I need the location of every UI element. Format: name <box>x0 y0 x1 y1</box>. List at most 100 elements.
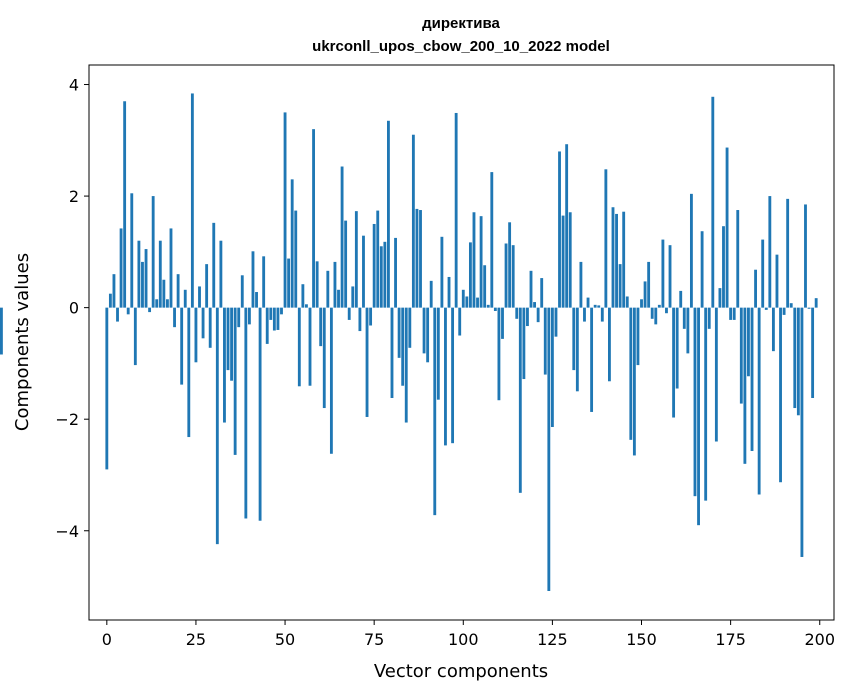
x-tick-label: 100 <box>448 630 479 649</box>
bar-61 <box>322 307 326 409</box>
bar-181 <box>750 307 754 451</box>
bar-149 <box>636 307 640 366</box>
bar-118 <box>526 307 529 327</box>
bar-39 <box>244 307 248 519</box>
bar-7 <box>130 193 134 308</box>
bar-135 <box>586 297 590 308</box>
bar-75 <box>372 223 376 308</box>
x-tick-label: 125 <box>537 630 568 649</box>
bar-65 <box>337 289 340 308</box>
bar-196 <box>804 204 807 308</box>
bar-37 <box>237 307 241 328</box>
bar-163 <box>686 307 690 354</box>
y-axis-ticks: 4 2 0 −2 −4 <box>55 76 89 541</box>
bar-49 <box>280 307 283 315</box>
y-axis-label: Components values <box>12 253 33 431</box>
x-tick-label: 50 <box>275 630 295 649</box>
bar-4 <box>119 228 123 308</box>
bar-19 <box>173 307 176 328</box>
bar-102 <box>468 242 472 308</box>
bar-55 <box>301 284 305 308</box>
bar-161 <box>679 290 683 308</box>
bar-50 <box>283 112 287 308</box>
bar-83 <box>401 307 405 386</box>
bar-109 <box>493 307 497 311</box>
bar-66 <box>340 166 344 308</box>
bar-27 <box>201 307 205 339</box>
bar-96 <box>447 276 451 308</box>
bar-10 <box>141 261 144 308</box>
bar-157 <box>665 307 668 314</box>
y-tick-label: −2 <box>55 410 79 429</box>
bar-184 <box>761 239 765 308</box>
bar-106 <box>483 265 487 308</box>
bar-174 <box>725 147 729 308</box>
bar-94 <box>440 236 444 308</box>
bar-54 <box>297 307 301 387</box>
bar-173 <box>722 226 725 308</box>
bar-41 <box>251 251 255 308</box>
bar-165 <box>693 307 697 497</box>
bar-95 <box>444 307 447 446</box>
bar-191 <box>786 198 790 308</box>
bar-182 <box>754 269 757 308</box>
bar-93 <box>436 307 440 400</box>
x-tick-label: 0 <box>102 630 112 649</box>
bar-34 <box>226 307 230 371</box>
bar-147 <box>629 307 633 440</box>
bar-187 <box>771 307 775 352</box>
bar-35 <box>230 307 234 381</box>
bar-17 <box>166 299 169 308</box>
bar-193 <box>793 307 797 409</box>
bar-32 <box>219 240 223 308</box>
bar-70 <box>354 211 358 308</box>
x-axis-ticks: 0 25 50 75 100 125 150 175 200 <box>102 620 835 649</box>
bar-104 <box>476 297 479 308</box>
bar-68 <box>347 307 351 320</box>
bar-22 <box>183 289 187 308</box>
bar-42 <box>255 292 258 308</box>
bar-190 <box>782 307 786 315</box>
bar-192 <box>789 303 793 308</box>
bar-45 <box>265 307 269 344</box>
bar-199 <box>814 298 818 308</box>
bar-189 <box>779 307 782 483</box>
bar-91 <box>429 280 433 308</box>
bar-71 <box>358 307 362 332</box>
bar-81 <box>394 237 397 308</box>
bar-21 <box>180 307 184 385</box>
bar-169 <box>707 307 711 329</box>
bar-120 <box>533 302 536 308</box>
bar-139 <box>600 307 604 322</box>
bar-74 <box>369 307 373 326</box>
bar-59 <box>315 261 319 308</box>
bar-25 <box>194 307 198 363</box>
bar-158 <box>668 245 672 308</box>
bar-103 <box>472 212 476 308</box>
bar-30 <box>212 222 216 308</box>
bar-20 <box>176 274 180 308</box>
y-tick-label: 2 <box>69 187 79 206</box>
bar-44 <box>262 256 266 308</box>
bar-136 <box>590 307 594 412</box>
bar-69 <box>351 286 355 308</box>
bar-43 <box>258 307 262 521</box>
bar-111 <box>501 307 504 339</box>
bar-57 <box>308 307 312 386</box>
bar-80 <box>390 307 394 398</box>
bar-197 <box>807 307 811 309</box>
bar-5 <box>123 101 127 308</box>
bar-11 <box>144 249 148 308</box>
bar-97 <box>451 307 455 444</box>
bar-122 <box>540 278 544 308</box>
bar-82 <box>397 307 401 358</box>
x-tick-label: 75 <box>364 630 384 649</box>
bar-143 <box>615 213 618 308</box>
bar-47 <box>272 307 276 331</box>
bar-98 <box>454 112 458 308</box>
bar-123 <box>543 307 547 375</box>
bar-89 <box>422 307 426 354</box>
bar-64 <box>333 261 337 308</box>
bar-194 <box>796 307 800 416</box>
